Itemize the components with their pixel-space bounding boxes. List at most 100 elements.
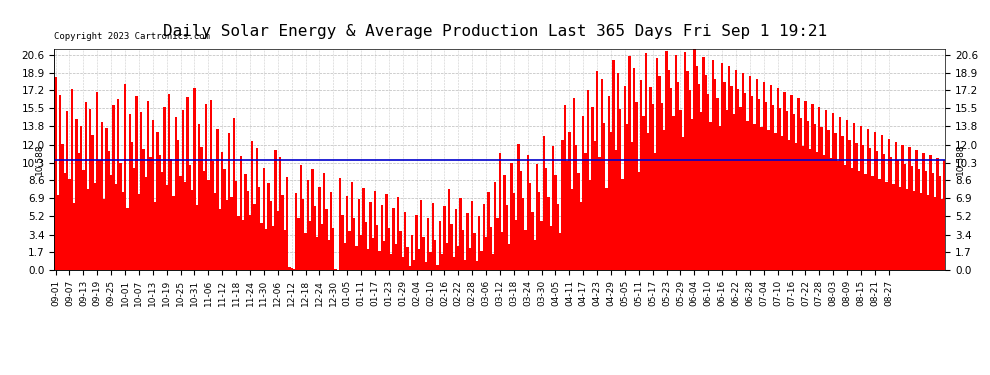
Bar — [381, 205, 383, 270]
Bar — [459, 198, 461, 270]
Bar — [769, 85, 772, 270]
Bar — [383, 241, 385, 270]
Bar — [369, 202, 371, 270]
Bar — [406, 247, 409, 270]
Bar — [84, 102, 87, 270]
Bar — [943, 160, 945, 270]
Bar — [158, 155, 161, 270]
Bar — [323, 173, 326, 270]
Bar — [619, 109, 622, 270]
Bar — [698, 84, 700, 270]
Bar — [677, 82, 679, 270]
Bar — [94, 183, 96, 270]
Bar — [640, 80, 643, 270]
Bar — [825, 110, 828, 270]
Bar — [340, 178, 342, 270]
Bar — [726, 110, 728, 270]
Bar — [189, 165, 191, 270]
Bar — [506, 205, 508, 270]
Bar — [367, 249, 369, 270]
Bar — [740, 107, 742, 270]
Bar — [353, 218, 355, 270]
Bar — [855, 142, 857, 270]
Bar — [746, 121, 748, 270]
Bar — [344, 243, 346, 270]
Bar — [563, 105, 566, 270]
Bar — [191, 190, 193, 270]
Bar — [103, 199, 105, 270]
Bar — [631, 142, 633, 270]
Bar — [61, 144, 63, 270]
Bar — [857, 171, 860, 270]
Bar — [762, 82, 765, 270]
Bar — [482, 204, 485, 270]
Bar — [839, 117, 842, 270]
Bar — [525, 230, 527, 270]
Bar — [464, 260, 466, 270]
Bar — [864, 174, 867, 270]
Bar — [112, 105, 115, 270]
Bar — [444, 206, 446, 270]
Bar — [932, 173, 934, 270]
Bar — [939, 176, 940, 270]
Bar — [110, 175, 112, 270]
Bar — [385, 194, 388, 270]
Bar — [397, 197, 399, 270]
Bar — [335, 269, 337, 270]
Bar — [892, 184, 895, 270]
Bar — [145, 177, 148, 270]
Bar — [115, 184, 117, 270]
Bar — [672, 116, 674, 270]
Bar — [59, 94, 61, 270]
Bar — [143, 149, 145, 270]
Bar — [835, 133, 837, 270]
Bar — [316, 237, 318, 270]
Bar — [281, 195, 283, 270]
Bar — [260, 223, 262, 270]
Bar — [184, 182, 186, 270]
Bar — [686, 70, 689, 270]
Bar — [272, 226, 274, 270]
Bar — [101, 122, 103, 270]
Bar — [485, 237, 487, 270]
Bar — [233, 118, 235, 270]
Bar — [265, 229, 267, 270]
Bar — [416, 214, 418, 270]
Bar — [75, 118, 77, 270]
Bar — [283, 230, 286, 270]
Bar — [151, 120, 154, 270]
Bar — [471, 201, 473, 270]
Bar — [570, 189, 573, 270]
Text: 10.588: 10.588 — [35, 144, 44, 176]
Bar — [73, 203, 75, 270]
Bar — [441, 254, 444, 270]
Bar — [862, 145, 864, 270]
Bar — [454, 210, 457, 270]
Bar — [149, 157, 151, 270]
Bar — [651, 104, 653, 270]
Bar — [172, 196, 175, 270]
Bar — [378, 251, 381, 270]
Bar — [434, 240, 437, 270]
Bar — [122, 192, 124, 270]
Bar — [96, 92, 98, 270]
Bar — [724, 82, 726, 270]
Bar — [667, 70, 670, 270]
Bar — [87, 189, 89, 270]
Bar — [54, 77, 56, 270]
Bar — [828, 130, 830, 270]
Bar — [357, 199, 360, 270]
Bar — [527, 155, 529, 270]
Bar — [890, 157, 892, 270]
Bar — [207, 180, 210, 270]
Bar — [309, 221, 311, 270]
Bar — [461, 230, 464, 270]
Bar — [670, 88, 672, 270]
Bar — [837, 162, 839, 270]
Bar — [733, 114, 735, 270]
Bar — [63, 173, 66, 270]
Bar — [790, 94, 793, 270]
Bar — [56, 195, 59, 270]
Bar — [70, 90, 73, 270]
Bar — [663, 130, 665, 270]
